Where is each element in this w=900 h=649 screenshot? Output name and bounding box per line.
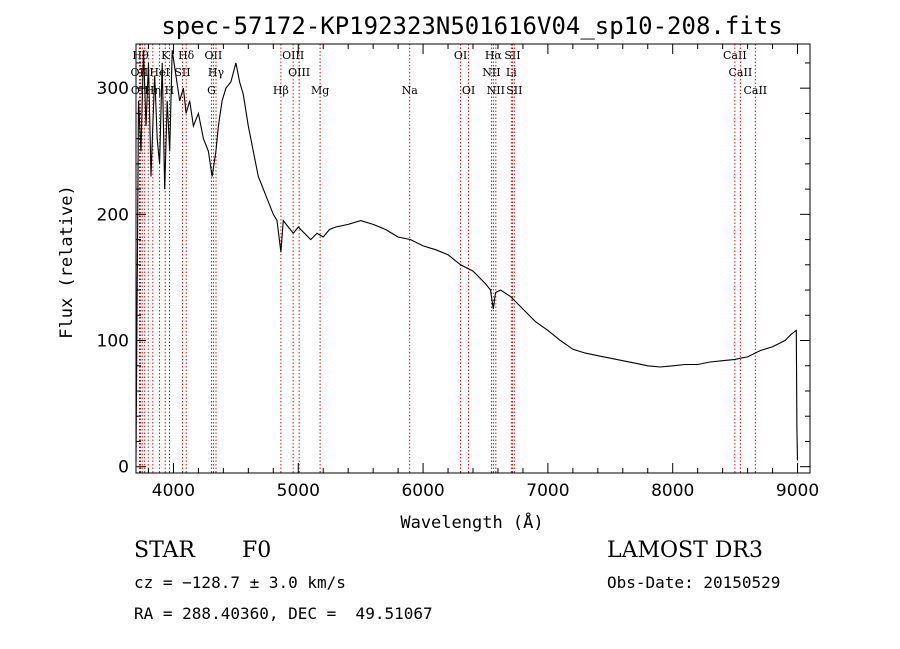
y-tick-label: 100 [97, 332, 129, 352]
line-marker-label: SII [504, 49, 520, 62]
axis-ticks: 4000 5000 6000 7000 8000 9000 0 100 200 300 [97, 44, 819, 501]
line-marker-label: OI [462, 84, 475, 97]
redshift-value: cz = −128.7 ± 3.0 km/s [134, 573, 346, 592]
line-marker-label: Li [506, 66, 517, 79]
x-tick-label: 4000 [152, 481, 195, 501]
object-subclass: F0 [242, 538, 272, 563]
line-marker-label: K [161, 49, 170, 62]
object-class: STAR [134, 538, 195, 563]
y-tick-label: 200 [97, 205, 129, 225]
x-tick-label: 7000 [526, 481, 569, 501]
survey-name: LAMOST DR3 [607, 538, 763, 563]
line-marker-label: CaII [743, 84, 767, 97]
line-marker-label: G [207, 84, 216, 97]
emission-line-markers: HθKHδOIIOIIIOIHαSIICaIIOIIHeISIIHγOIIINI… [131, 44, 767, 473]
line-marker-label: SII [506, 84, 522, 97]
y-tick-label: 0 [118, 458, 129, 478]
line-marker-label: SII [174, 66, 190, 79]
line-marker-label: OIII [282, 49, 304, 62]
line-marker-label: Na [402, 84, 419, 97]
line-marker-label: Hγ [208, 66, 225, 79]
x-tick-label: 9000 [776, 481, 819, 501]
line-marker-label: NII [482, 66, 500, 79]
line-marker-label: OII [205, 49, 223, 62]
y-tick-label: 300 [97, 79, 129, 99]
line-marker-label: OIII [288, 66, 310, 79]
plot-frame [135, 43, 811, 474]
x-tick-label: 8000 [651, 481, 694, 501]
line-marker-label: CaII [729, 66, 753, 79]
observation-date: Obs-Date: 20150529 [607, 573, 781, 592]
coordinates: RA = 288.40360, DEC = 49.51067 [134, 604, 433, 623]
line-marker-label: Mg [311, 84, 329, 97]
x-axis-label: Wavelength (Å) [400, 511, 543, 533]
spectrum-line [135, 50, 799, 461]
line-marker-label: Hδ [178, 49, 195, 62]
x-tick-label: 6000 [401, 481, 444, 501]
x-tick-label: 5000 [277, 481, 320, 501]
line-marker-label: H [165, 84, 175, 97]
chart-title: spec-57172-KP192323N501616V04_sp10-208.f… [161, 12, 782, 40]
line-marker-label: Hθ [132, 49, 149, 62]
y-axis-label: Flux (relative) [57, 185, 77, 339]
line-marker-label: Hα [485, 49, 503, 62]
line-marker-label: CaII [723, 49, 747, 62]
line-marker-label: Hβ [273, 84, 289, 97]
line-marker-label: NII [487, 84, 505, 97]
line-marker-label: OI [454, 49, 467, 62]
